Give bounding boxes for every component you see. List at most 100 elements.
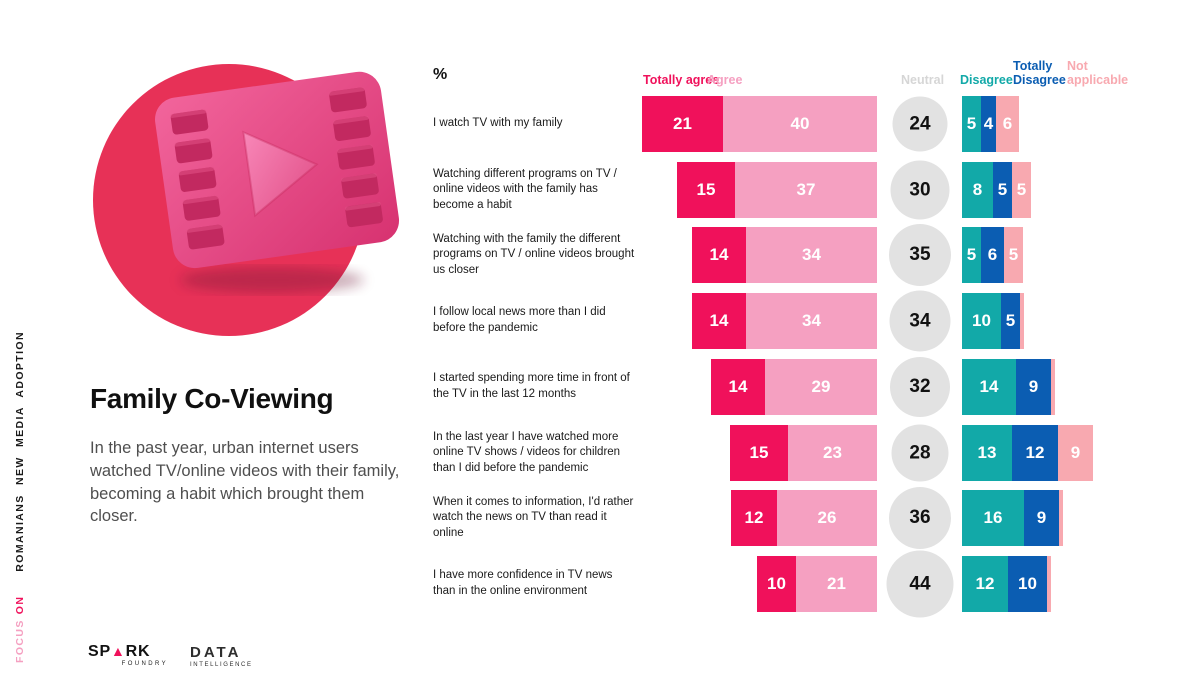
neutral-value-circle: 24 — [892, 96, 948, 152]
neutral-value-circle: 35 — [889, 224, 951, 286]
spark-foundry-logo: SP▲RK FOUNDRY — [88, 643, 168, 667]
agree-segment: 34 — [746, 293, 877, 349]
agree-segment: 26 — [777, 490, 877, 546]
totally-agree-segment: 14 — [692, 293, 746, 349]
totally-agree-segment: 15 — [677, 162, 735, 218]
statement-label: Watching with the family the different p… — [433, 232, 635, 276]
statement-label: I have more confidence in TV news than i… — [433, 569, 613, 597]
neutral-bubble: 44 — [886, 550, 954, 618]
neutral-value-circle: 44 — [886, 550, 954, 618]
not-applicable-segment — [1047, 556, 1051, 612]
totally-disagree-segment: 12 — [1012, 425, 1058, 481]
spark-triangle-icon: ▲ — [110, 643, 126, 659]
data-logo-sub: INTELLIGENCE — [190, 662, 253, 668]
disagree-segment: 13 — [962, 425, 1012, 481]
data-logo-word: DATA — [190, 644, 242, 661]
agree-segment: 29 — [765, 359, 877, 415]
agree-segment: 21 — [796, 556, 877, 612]
totally-disagree-segment: 6 — [981, 227, 1004, 283]
chart-row: Watching with the family the different p… — [0, 224, 1200, 286]
disagree-segment: 5 — [962, 227, 981, 283]
chart-row: I have more confidence in TV news than i… — [0, 550, 1200, 618]
page-title: Family Co-Viewing — [90, 383, 334, 414]
agree-stack: 12 26 — [731, 490, 877, 546]
totally-agree-segment: 15 — [730, 425, 788, 481]
statement-label: I watch TV with my family — [433, 117, 563, 130]
totally-agree-segment: 14 — [692, 227, 746, 283]
neutral-bubble: 28 — [891, 424, 949, 482]
statement-label: I follow local news more than I did befo… — [433, 306, 606, 334]
legend-totally-disagree: Totally Disagree — [1013, 59, 1066, 88]
disagree-segment: 14 — [962, 359, 1016, 415]
play-triangle-icon — [242, 130, 319, 218]
totally-agree-segment: 10 — [757, 556, 796, 612]
neutral-bubble: 24 — [892, 96, 948, 152]
not-applicable-segment — [1059, 490, 1063, 546]
disagree-stack: 12 10 — [962, 556, 1051, 612]
not-applicable-segment: 9 — [1058, 425, 1093, 481]
not-applicable-segment — [1020, 293, 1024, 349]
legend-totally-agree: Totally agree — [643, 73, 720, 87]
agree-segment: 40 — [723, 96, 877, 152]
agree-stack: 14 34 — [692, 227, 877, 283]
disagree-segment: 16 — [962, 490, 1024, 546]
spark-logo-word: SP▲RK — [88, 643, 151, 660]
not-applicable-segment: 6 — [996, 96, 1019, 152]
disagree-stack: 14 9 — [962, 359, 1055, 415]
neutral-value-circle: 32 — [890, 357, 950, 417]
legend-neutral: Neutral — [901, 73, 945, 87]
video-player-3d-icon — [155, 71, 400, 293]
neutral-bubble: 30 — [890, 160, 950, 220]
totally-agree-segment: 12 — [731, 490, 777, 546]
neutral-bubble: 32 — [890, 357, 950, 417]
disagree-segment: 10 — [962, 293, 1001, 349]
statement-label: I started spending more time in front of… — [433, 372, 630, 400]
agree-stack: 10 21 — [757, 556, 877, 612]
disagree-segment: 8 — [962, 162, 993, 218]
totally-agree-segment: 14 — [711, 359, 765, 415]
film-holes-highlight — [170, 87, 381, 233]
disagree-stack: 16 9 — [962, 490, 1063, 546]
disagree-stack: 10 5 — [962, 293, 1024, 349]
statement-label: Watching different programs on TV / onli… — [433, 167, 617, 211]
disagree-segment: 12 — [962, 556, 1008, 612]
totally-agree-segment: 21 — [642, 96, 723, 152]
chart-row: When it comes to information, I'd rather… — [0, 487, 1200, 549]
neutral-value-circle: 34 — [889, 290, 951, 352]
agree-stack: 15 23 — [730, 425, 877, 481]
totally-disagree-segment: 10 — [1008, 556, 1047, 612]
totally-disagree-segment: 9 — [1024, 490, 1059, 546]
totally-disagree-segment: 5 — [1001, 293, 1020, 349]
neutral-bubble: 34 — [889, 290, 951, 352]
agree-segment: 23 — [788, 425, 877, 481]
chart-row: I follow local news more than I did befo… — [0, 290, 1200, 352]
percent-axis-header: % — [433, 66, 448, 83]
disagree-segment: 5 — [962, 96, 981, 152]
neutral-bubble: 36 — [889, 487, 951, 549]
chart-row: In the last year I have watched more onl… — [0, 424, 1200, 482]
chart-row: I started spending more time in front of… — [0, 357, 1200, 417]
chart-row: Watching different programs on TV / onli… — [0, 160, 1200, 220]
legend-agree: Agree — [707, 73, 743, 87]
agree-segment: 34 — [746, 227, 877, 283]
not-applicable-segment: 5 — [1004, 227, 1023, 283]
agree-stack: 14 34 — [692, 293, 877, 349]
totally-disagree-segment: 9 — [1016, 359, 1051, 415]
agree-segment: 37 — [735, 162, 877, 218]
chart-row: I watch TV with my family 21 40 24 5 4 6 — [0, 96, 1200, 152]
agree-stack: 21 40 — [642, 96, 877, 152]
page-description: In the past year, urban internet users w… — [90, 439, 400, 526]
neutral-value-circle: 28 — [891, 424, 949, 482]
totally-disagree-segment: 5 — [993, 162, 1012, 218]
neutral-value-circle: 30 — [890, 160, 950, 220]
legend-disagree: Disagree — [960, 73, 1013, 87]
neutral-bubble: 35 — [889, 224, 951, 286]
not-applicable-segment — [1051, 359, 1055, 415]
data-intelligence-logo: DATA INTELLIGENCE — [190, 644, 260, 668]
agree-stack: 14 29 — [711, 359, 877, 415]
totally-disagree-segment: 4 — [981, 96, 996, 152]
spark-logo-sub: FOUNDRY — [121, 661, 168, 667]
